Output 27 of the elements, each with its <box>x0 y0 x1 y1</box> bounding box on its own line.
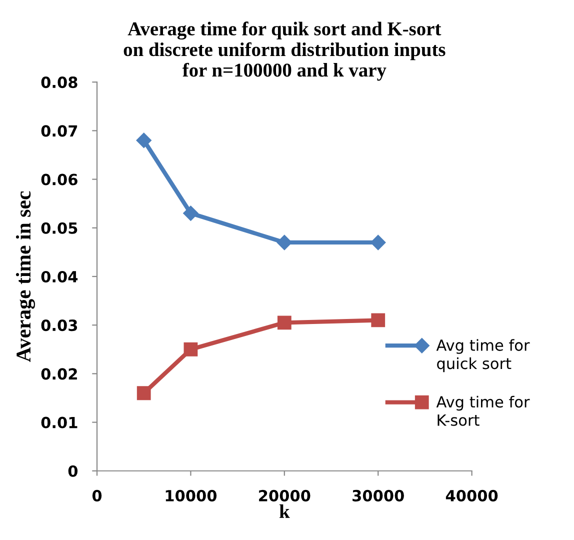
point <box>371 313 386 328</box>
point <box>276 234 292 250</box>
x-tick-label: 10000 <box>166 490 217 502</box>
point <box>183 206 198 221</box>
chart-title: Average time for quik sort and K-sort on discrete uniform distribution inputs for n=100000 and k vary <box>124 22 446 81</box>
y-tick-label: 0.03 <box>41 320 78 332</box>
x-tick-label: 30000 <box>352 490 404 502</box>
y-tick-label: 0.06 <box>41 174 78 186</box>
y-tick-label: 0 <box>68 465 78 477</box>
legend-label: Avg time for K-sort <box>436 396 530 426</box>
point <box>277 316 292 330</box>
x-tick-label: 0 <box>92 490 102 502</box>
point <box>136 132 152 148</box>
y-tick-label: 0.02 <box>41 368 77 380</box>
point <box>136 386 151 400</box>
legend-label: Avg time for quick sort <box>436 339 530 372</box>
x-tick-label: 40000 <box>446 490 498 502</box>
y-tick-label: 0.08 <box>41 76 78 88</box>
y-tick-label: 0.07 <box>41 125 78 137</box>
x-axis-title: k <box>279 504 290 518</box>
point <box>184 342 198 356</box>
x-tick-label: 20000 <box>259 490 310 502</box>
y-tick-label: 0.05 <box>41 222 78 234</box>
y-tick-label: 0.04 <box>41 270 78 282</box>
y-axis-title: Average time in sec <box>16 191 36 362</box>
y-tick-label: 0.01 <box>41 416 78 428</box>
point <box>370 234 386 250</box>
